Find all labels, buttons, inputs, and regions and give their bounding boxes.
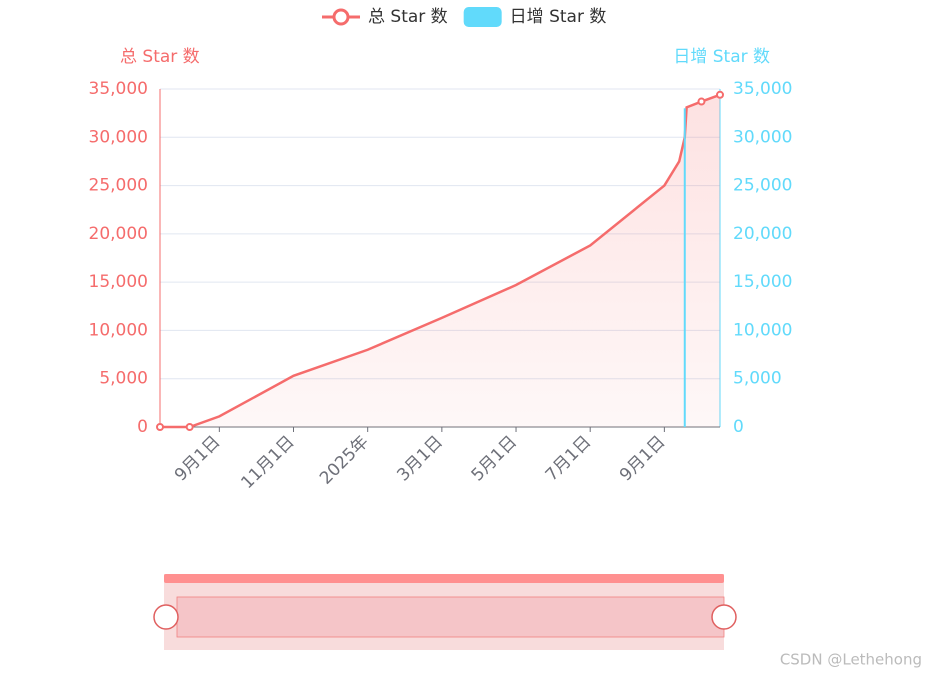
- y-tick-label: 20,000: [89, 224, 148, 244]
- slider-handle[interactable]: [711, 604, 737, 630]
- y2-tick-label: 25,000: [733, 176, 792, 196]
- y2-tick-label: 20,000: [733, 224, 792, 244]
- x-tick-label: 7月1日: [542, 432, 595, 485]
- y-tick-label: 5,000: [99, 369, 148, 389]
- line: [160, 93, 721, 429]
- legend-label: 总 Star 数: [368, 7, 448, 27]
- y-tick-label: 30,000: [89, 127, 148, 147]
- bar: [683, 108, 686, 428]
- y2-tick-label: 5,000: [733, 369, 782, 389]
- y-tick-label: 15,000: [89, 272, 148, 292]
- y-tick-label: 25,000: [89, 176, 148, 196]
- x-tick-label: 11月1日: [237, 432, 298, 493]
- legend: 总 Star 数 日增 Star 数: [322, 7, 606, 27]
- data-zoom-slider[interactable]: [153, 574, 737, 650]
- x-tick-label: 2025年: [316, 432, 373, 489]
- slider-handle[interactable]: [153, 604, 179, 630]
- x-tick-label: 3月1日: [393, 432, 446, 485]
- legend-icon: [332, 8, 350, 26]
- y-tick-label: 35,000: [89, 79, 148, 99]
- x-tick-label: 9月1日: [171, 432, 224, 485]
- y-tick-label: 0: [137, 417, 148, 437]
- y2-tick-label: 30,000: [733, 127, 792, 147]
- y-tick-label: 10,000: [89, 320, 148, 340]
- y2-tick-label: 35,000: [733, 79, 792, 99]
- y2-tick-label: 15,000: [733, 272, 792, 292]
- y2-tick-label: 10,000: [733, 320, 792, 340]
- line-point: [156, 423, 164, 431]
- y2-tick-label: 0: [733, 417, 744, 437]
- watermark: CSDN @Lethehong: [780, 651, 922, 669]
- x-tick-label: 9月1日: [616, 432, 669, 485]
- slider-bar[interactable]: [164, 574, 724, 583]
- slider-window: [176, 596, 725, 638]
- line-point: [185, 423, 194, 431]
- line-point: [716, 90, 724, 99]
- legend-label: 日增 Star 数: [510, 7, 607, 27]
- y-axis-title: 总 Star 数: [120, 47, 200, 67]
- y2-axis-title: 日增 Star 数: [673, 47, 770, 67]
- line-area: [160, 94, 720, 428]
- x-tick-label: 5月1日: [468, 432, 521, 485]
- legend-icon: [463, 7, 502, 27]
- line-point: [697, 97, 706, 106]
